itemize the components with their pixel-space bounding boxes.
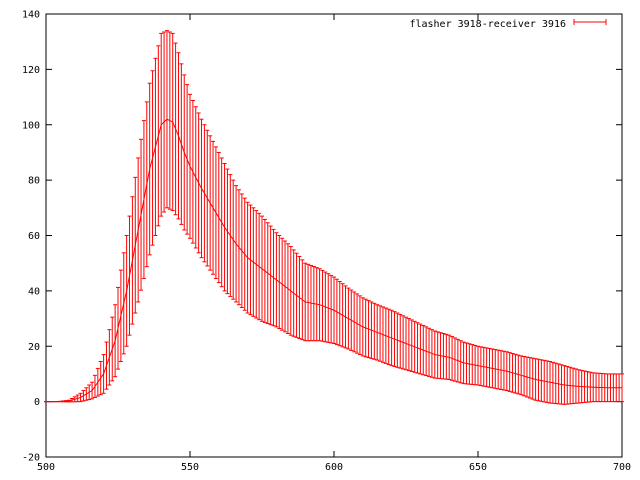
- y-tick-label: -20: [22, 453, 40, 464]
- y-tick-label: 0: [34, 397, 40, 408]
- series-layer: [44, 30, 624, 405]
- legend-sample: [573, 19, 607, 25]
- y-tick-label: 100: [22, 120, 40, 131]
- y-tick-label: 140: [22, 10, 40, 21]
- x-tick-label: 600: [325, 462, 343, 473]
- y-tick-label: 80: [28, 176, 40, 187]
- axis-ticks: -20 0 20 40 60 80 100 120 140 500 550 600 650 700: [22, 10, 631, 474]
- legend-label: flasher 3918-receiver 3916: [409, 19, 566, 30]
- x-tick-label: 500: [37, 462, 55, 473]
- y-tick-label: 20: [28, 342, 40, 353]
- x-tick-label: 700: [613, 462, 631, 473]
- y-tick-label: 120: [22, 65, 40, 76]
- x-tick-label: 650: [469, 462, 487, 473]
- x-tick-label: 550: [181, 462, 199, 473]
- y-tick-label: 40: [28, 286, 40, 297]
- y-tick-label: 60: [28, 231, 40, 242]
- legend: flasher 3918-receiver 3916: [409, 19, 607, 30]
